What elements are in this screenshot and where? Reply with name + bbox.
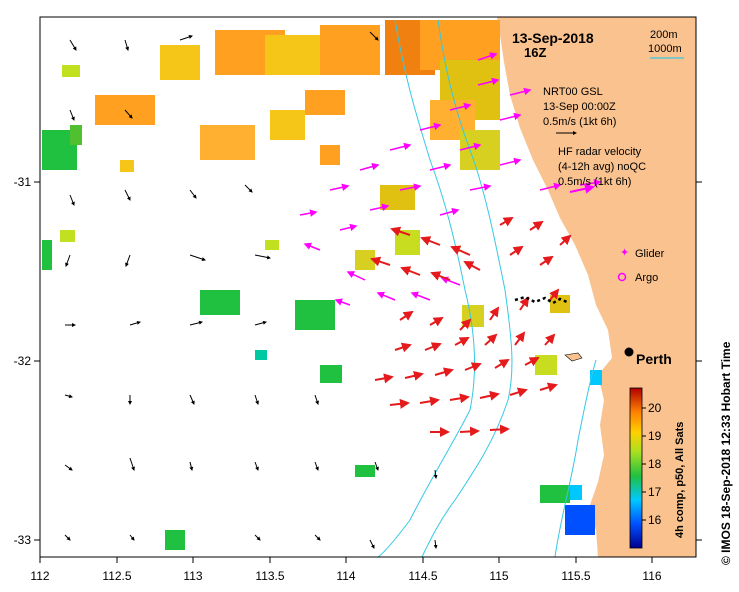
title-date: 13-Sep-2018	[512, 30, 594, 46]
colorbar	[629, 387, 643, 549]
hf-legend-arrow	[569, 183, 595, 194]
x-tick-label: 114.5	[408, 569, 437, 583]
scale-200m: 200m	[650, 29, 678, 41]
colorbar-tick: 16	[648, 513, 662, 527]
x-tick-label: 114	[336, 569, 355, 583]
model-velocity-arrows	[64, 31, 438, 549]
x-tick-label: 116	[642, 569, 661, 583]
x-tick-label: 112	[30, 569, 49, 583]
title-hour: 16Z	[524, 45, 546, 60]
x-tick-label: 113	[183, 569, 202, 583]
nrt-legend-line3: 0.5m/s (1kt 6h)	[543, 116, 616, 128]
sst-patches	[42, 20, 602, 550]
rottnest-island	[564, 352, 583, 362]
x-axis: 112 112.5 113 113.5 114 114.5 115 115.5 …	[30, 557, 662, 583]
colorbar-tick: 18	[648, 457, 662, 471]
x-tick-label: 113.5	[255, 569, 284, 583]
colorbar-ticks: 20 19 18 17 16	[642, 401, 662, 527]
colorbar-label: 4h comp, p50, All Sats	[674, 422, 686, 538]
glider-marker-icon: ✦	[620, 247, 629, 259]
colorbar-tick: 19	[648, 429, 662, 443]
bathymetry-contours	[377, 19, 597, 557]
nrt-legend-line1: NRT00 GSL	[543, 86, 603, 98]
y-tick-label: -32	[14, 354, 32, 368]
glider-legend-label: Glider	[635, 248, 665, 260]
scale-1000m: 1000m	[648, 43, 682, 55]
y-axis: -31 -32 -33	[14, 175, 702, 547]
argo-marker-icon	[617, 272, 627, 282]
land-mass	[497, 17, 696, 557]
y-tick-label: -31	[14, 175, 32, 189]
y-tick-label: -33	[14, 533, 32, 547]
hf-legend-line3: 0.5m/s (1kt 6h)	[558, 176, 631, 188]
colorbar-tick: 17	[648, 485, 662, 499]
colorbar-tick: 20	[648, 401, 662, 415]
plot-frame	[39, 16, 697, 558]
glider-track	[514, 295, 568, 305]
perth-label: Perth	[636, 351, 672, 367]
argo-legend-label: Argo	[635, 272, 658, 284]
x-tick-label: 115	[489, 569, 508, 583]
perth-marker	[624, 347, 634, 357]
hf-radar-arrows	[370, 216, 572, 437]
nrt-velocity-arrows	[299, 52, 602, 306]
x-tick-label: 112.5	[102, 569, 131, 583]
hf-legend-line2: (4-12h avg) noQC	[558, 161, 646, 173]
credit-label: © IMOS 18-Sep-2018 12:33 Hobart Time	[719, 341, 733, 565]
nrt-legend-line2: 13-Sep 00:00Z	[543, 101, 616, 113]
hf-legend-line1: HF radar velocity	[558, 146, 642, 158]
x-tick-label: 115.5	[561, 569, 590, 583]
